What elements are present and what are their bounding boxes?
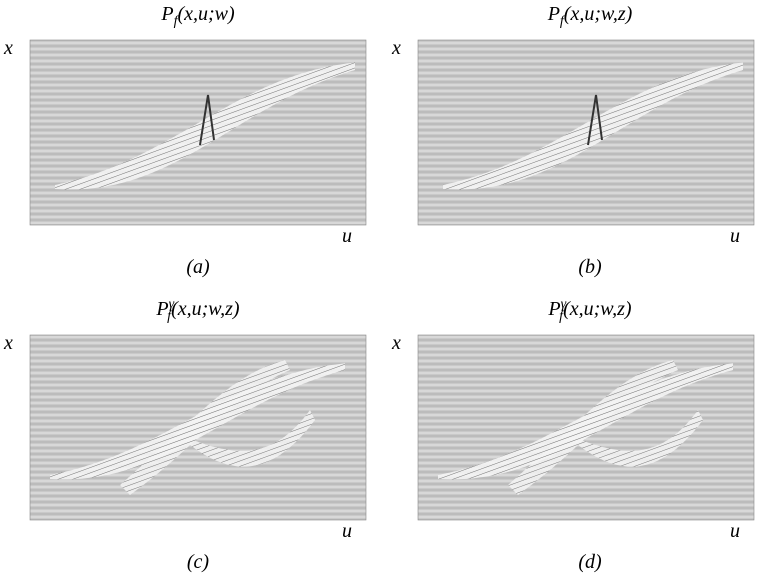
x-axis-label: u: [342, 225, 352, 247]
surface-band: [443, 62, 743, 190]
title-sub: f: [559, 309, 565, 324]
x-axis-label: u: [730, 225, 740, 247]
panel-title: Pf(x,u;w,z): [547, 3, 633, 29]
panel-caption: (c): [187, 551, 210, 573]
panel-caption: (d): [578, 551, 602, 573]
title-base: P: [155, 298, 168, 320]
surface-ridge: [587, 94, 603, 146]
title-base: P: [547, 298, 560, 320]
panel: Pγ f(x,u;w,z) x u (c): [3, 297, 367, 573]
surface-band: [180, 410, 315, 467]
panel: Pf(x,u;w) x u (a): [3, 3, 367, 278]
title-sub: f: [167, 309, 173, 324]
title-args: (x,u;w,z): [171, 298, 240, 320]
x-axis-label: u: [730, 520, 740, 542]
title-args: (x,u;w,z): [563, 298, 632, 320]
title-sup: γ: [169, 297, 175, 312]
surface-band: [120, 360, 290, 495]
title-sub: f: [560, 14, 566, 29]
y-axis-label: x: [3, 37, 13, 59]
title-sub: f: [174, 14, 180, 29]
surface-ridge: [199, 94, 215, 146]
surface-band: [55, 62, 355, 190]
surface-band: [508, 360, 678, 495]
panel-title: Pγ f(x,u;w,z): [155, 297, 239, 324]
panel-title: Pf(x,u;w): [160, 3, 235, 29]
x-axis-label: u: [342, 520, 352, 542]
title-args: (x,u;w,z): [564, 3, 633, 25]
title-base: P: [160, 3, 173, 25]
y-axis-label: x: [391, 332, 401, 354]
title-base: P: [547, 3, 560, 25]
panel: Pf(x,u;w,z) x u (b): [391, 3, 755, 278]
panel-title: Pγ f(x,u;w,z): [547, 297, 631, 324]
y-axis-label: x: [391, 37, 401, 59]
title-sup: γ: [561, 297, 567, 312]
panel-caption: (b): [578, 256, 602, 278]
panel-caption: (a): [186, 256, 210, 278]
y-axis-label: x: [3, 332, 13, 354]
panel: Pγ f(x,u;w,z) x u (d): [391, 297, 755, 573]
surface-band: [568, 410, 703, 467]
title-args: (x,u;w): [177, 3, 235, 25]
